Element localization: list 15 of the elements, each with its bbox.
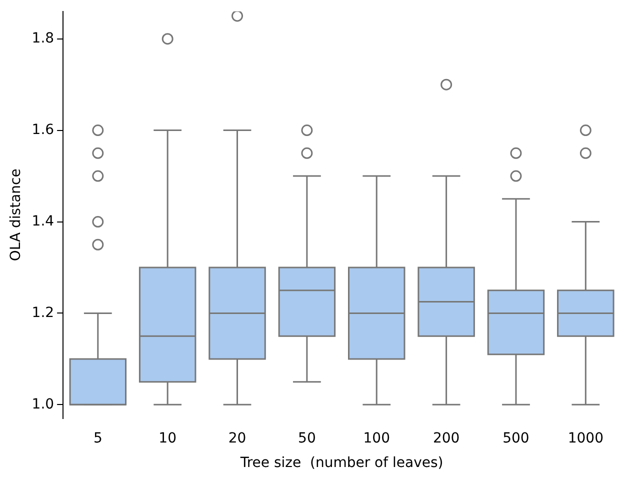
x-tick-label: 5 [93,430,102,446]
y-tick-label: 1.0 [32,396,54,412]
x-tick-label: 20 [228,430,246,446]
y-axis-title: OLA distance [8,168,24,262]
y-tick-label: 1.8 [32,30,54,46]
y-tick-label: 1.6 [32,122,54,138]
y-tick-label: 1.4 [32,213,54,230]
x-tick-label: 50 [298,430,316,446]
x-tick-label: 100 [363,430,390,446]
x-tick-label: 10 [158,430,176,446]
y-tick-label: 1.2 [32,304,54,321]
x-axis-title: Tree size (number of leaves) [239,455,444,472]
x-tick-label: 200 [432,430,460,446]
x-tick-label: 1000 [568,430,604,446]
x-tick-label: 500 [502,430,530,446]
